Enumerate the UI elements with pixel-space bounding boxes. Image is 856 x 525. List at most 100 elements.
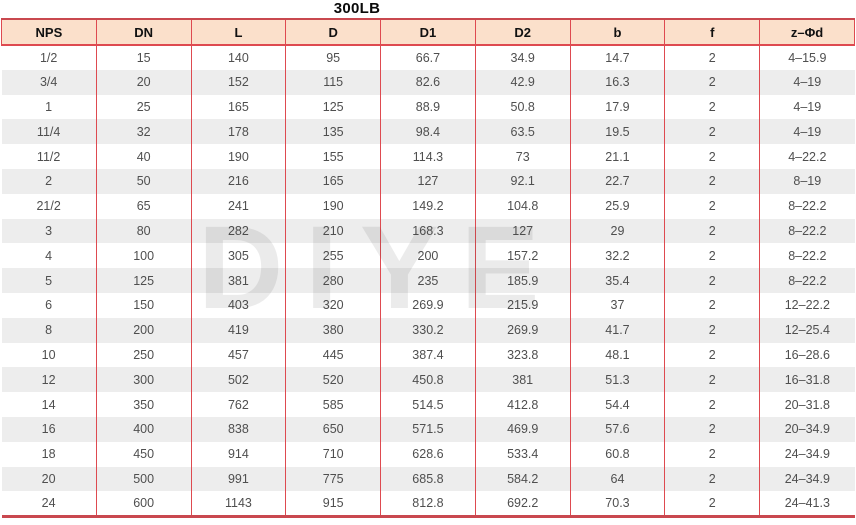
table-cell: 42.9 [474,69,571,95]
table-cell: 4 [45,248,53,263]
column-header-dn: DN [95,18,192,46]
table-cell: 15 [95,45,192,70]
table-cell: 450.8 [380,367,476,393]
table-cell: 41.7 [569,317,665,343]
table-row: 11/2 40 190 155 114.3 73 21.1 2 4–22.2 [2,144,855,169]
table-cell: 48.1 [569,342,665,368]
table-cell: 100 [95,243,192,269]
header-row: NPS DN L D D1 D2 b f z–Φd [1,18,855,46]
table-cell: 269.9 [474,317,571,343]
table-cell: 387.4 [380,342,476,368]
table-cell: 241 [190,193,286,219]
table-cell: 60.8 [569,441,665,467]
table-cell: 1143 [190,491,286,517]
table-cell: 155 [285,144,381,169]
table-cell: 80 [95,218,192,244]
table-cell: 2 [664,441,760,467]
table-cell: 8 [1,317,97,343]
table-cell: 152 [190,69,286,95]
column-header-d1: D1 [380,18,476,46]
table-cell: 200 [95,317,192,343]
table-body: 1/2 15 140 95 66.7 34.9 14.7 2 4–15.9 3/4 20 152 115… [1,45,855,517]
table-cell: 24–34.9 [759,466,855,492]
table-cell: 11/4 [1,119,97,145]
table-row: 18 450 914 710 628.6 533.4 60.8 2 24–34.9 [2,441,855,467]
table-cell: 18 [41,447,56,462]
column-header-d2: D2 [474,18,571,46]
table-cell: 2 [664,168,760,194]
table-row: 24 600 1143 915 812.8 692.2 70.3 2 24–41.3 [2,491,855,517]
table-cell: 16.3 [569,69,665,95]
table-cell: 2 [664,268,760,293]
flange-dimensions-table: NPS DN L D D1 D2 b f z–Φd 1/2 15 140 95 66.7… [1,18,855,518]
table-cell: 127 [380,168,476,194]
table-cell: 650 [285,416,381,442]
table-cell: 2 [664,243,760,269]
table-cell: 381 [190,268,286,293]
table-cell: 2 [664,342,760,368]
table-cell: 628.6 [380,441,476,467]
table-cell: 10 [41,347,56,362]
table-cell: 571.5 [380,416,476,442]
table-cell: 215.9 [474,292,571,318]
table-cell: 165 [190,94,286,120]
table-cell: 692.2 [474,491,571,517]
table-cell: 70.3 [569,491,665,517]
table-cell: 710 [285,441,381,467]
table-cell: 305 [190,243,286,269]
table-cell: 20–34.9 [759,416,855,442]
table-cell: 16 [1,416,97,442]
table-cell: 445 [285,342,381,368]
table-cell: 838 [190,416,286,442]
table-cell: 412.8 [474,392,571,417]
table-cell: 16–31.8 [759,367,855,393]
table-cell: 4–19 [759,94,855,120]
table-cell: 92.1 [474,168,571,194]
table-cell: 2 [664,218,760,244]
table-cell: 812.8 [380,491,476,517]
table-cell: 1 [45,99,53,114]
table-cell: 457 [190,342,286,368]
table-cell: 22.7 [569,168,665,194]
table-cell: 157.2 [474,243,571,269]
table-cell: 127 [474,218,571,244]
table-cell: 8–22.2 [759,243,855,269]
table-cell: 381 [474,367,571,393]
table-cell: 32 [95,119,192,145]
column-header-f: f [664,18,761,46]
table-cell: 25 [95,94,192,120]
table-cell: 320 [285,292,381,318]
table-cell: 32.2 [569,243,665,269]
table-cell: 775 [285,466,381,492]
table-cell: 210 [285,218,381,244]
table-cell: 500 [95,466,192,492]
column-header-b: b [569,18,666,46]
table-cell: 250 [95,342,192,368]
table-header: NPS DN L D D1 D2 b f z–Φd [1,18,855,46]
table-cell: 37 [569,292,665,318]
table-cell: 40 [95,144,192,169]
table-cell: 20 [1,466,97,492]
table-cell: 255 [285,243,381,269]
table-row: 6 150 403 320 269.9 215.9 37 2 12–22.2 [2,292,855,318]
table-cell: 98.4 [380,119,476,145]
table-cell: 514.5 [380,392,476,417]
table-cell: 29 [569,218,665,244]
table-cell: 2 [664,94,760,120]
table-cell: 2 [664,392,760,417]
table-cell: 125 [285,94,381,120]
table-cell: 73 [474,144,571,169]
table-row: 20 500 991 775 685.8 584.2 64 2 24–34.9 [1,466,855,492]
table-cell: 520 [285,367,381,393]
table-cell: 914 [190,441,286,467]
table-row: 16 400 838 650 571.5 469.9 57.6 2 20–34.9 [1,416,855,442]
table-cell: 2 [664,491,760,517]
table-cell: 165 [285,168,381,194]
table-cell: 323.8 [474,342,571,368]
table-cell: 3/4 [1,69,97,95]
table-cell: 114.3 [380,144,476,169]
table-cell: 200 [380,243,476,269]
table-cell: 168.3 [380,218,476,244]
table-cell: 14 [41,397,56,412]
